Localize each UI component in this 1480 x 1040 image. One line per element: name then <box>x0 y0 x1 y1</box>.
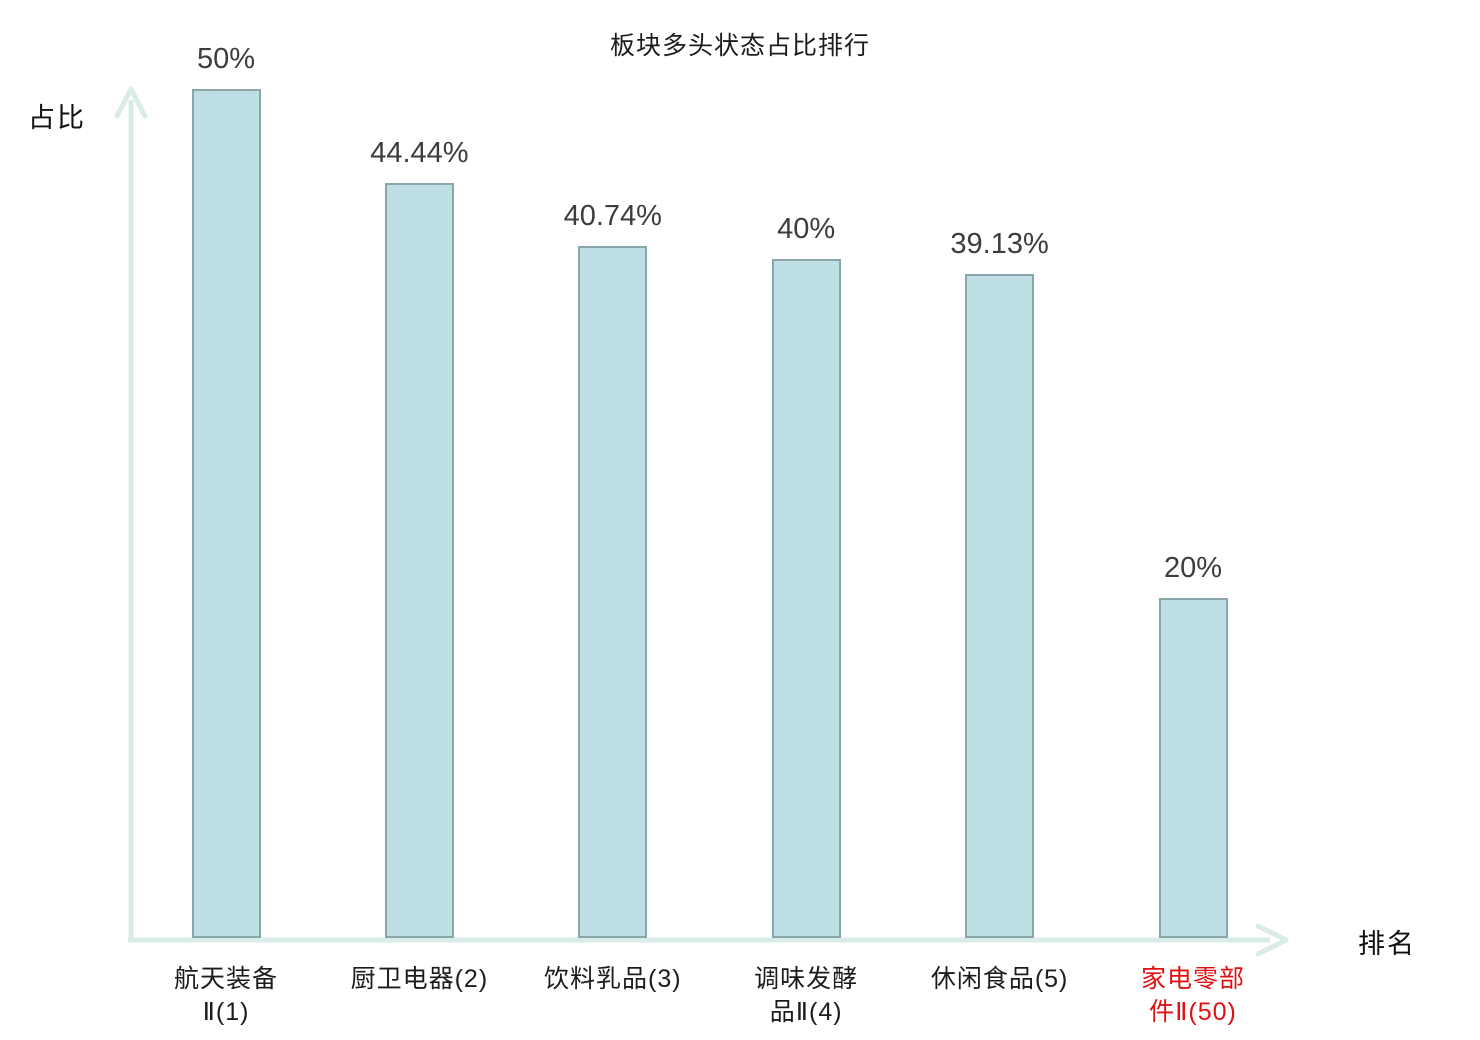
bar-category-label: 航天装备 Ⅱ(1) <box>173 965 278 1026</box>
bar[interactable] <box>191 89 261 938</box>
bar-value-label: 50% <box>196 43 256 75</box>
bar-value-label: 44.44% <box>370 137 469 170</box>
bar-value-label: 20% <box>1163 552 1223 585</box>
bar[interactable] <box>1158 598 1228 938</box>
bar-value-label: 40.74% <box>563 200 662 233</box>
bar[interactable] <box>384 183 454 938</box>
chart-title: 板块多头状态占比排行 <box>609 32 870 60</box>
x-axis-label: 排名 <box>1358 929 1416 959</box>
x-axis-arrow-icon <box>1255 923 1289 957</box>
bar[interactable] <box>771 258 841 938</box>
bar[interactable] <box>578 246 648 938</box>
bar-category-label: 厨卫电器(2) <box>350 965 489 993</box>
bar-value-label: 40% <box>777 212 836 245</box>
y-axis-line <box>114 86 148 940</box>
x-axis-line <box>128 923 1289 957</box>
bar-value-label: 39.13% <box>950 227 1049 260</box>
bar-category-label: 家电零部 件Ⅱ(50) <box>1140 965 1245 1026</box>
bar-category-label: 饮料乳品(3) <box>544 965 682 993</box>
bar-category-label: 休闲食品(5) <box>930 965 1069 993</box>
y-axis-arrow-icon <box>114 86 148 119</box>
y-axis-label: 占比 <box>28 103 86 133</box>
bar-category-label: 调味发酵 品Ⅱ(4) <box>754 965 859 1026</box>
bar[interactable] <box>965 273 1035 938</box>
